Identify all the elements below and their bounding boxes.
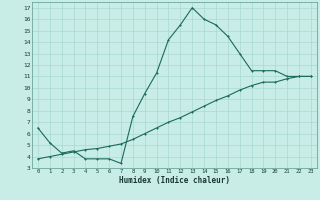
X-axis label: Humidex (Indice chaleur): Humidex (Indice chaleur) [119, 176, 230, 185]
